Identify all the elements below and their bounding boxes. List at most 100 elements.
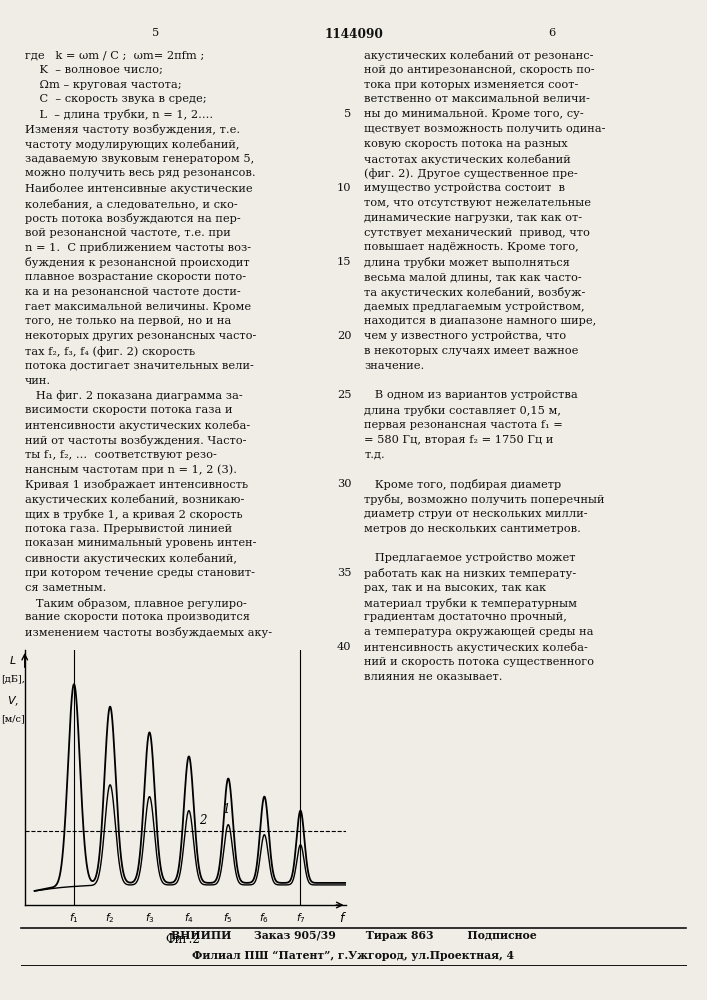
Text: влияния не оказывает.: влияния не оказывает. <box>364 672 503 682</box>
Text: 10: 10 <box>337 183 351 193</box>
Text: На фиг. 2 показана диаграмма за-: На фиг. 2 показана диаграмма за- <box>25 390 243 401</box>
Text: 40: 40 <box>337 642 351 652</box>
Text: 20: 20 <box>337 331 351 341</box>
Text: повышает надёжность. Кроме того,: повышает надёжность. Кроме того, <box>364 242 579 252</box>
Text: ществует возможность получить одина-: ществует возможность получить одина- <box>364 124 606 134</box>
Text: ны до минимальной. Кроме того, су-: ны до минимальной. Кроме того, су- <box>364 109 584 119</box>
Text: буждения к резонансной происходит: буждения к резонансной происходит <box>25 257 250 268</box>
Text: ветственно от максимальной величи-: ветственно от максимальной величи- <box>364 94 590 104</box>
Text: $V$,: $V$, <box>7 694 19 708</box>
Text: работать как на низких температу-: работать как на низких температу- <box>364 568 576 579</box>
Text: а температура окружающей среды на: а температура окружающей среды на <box>364 627 594 637</box>
Text: $f$: $f$ <box>339 911 347 925</box>
Text: интенсивности акустических колеба-: интенсивности акустических колеба- <box>25 420 250 431</box>
Text: Кривая 1 изображает интенсивность: Кривая 1 изображает интенсивность <box>25 479 248 490</box>
Text: т.д.: т.д. <box>364 450 385 460</box>
Text: Фиг.2: Фиг.2 <box>165 933 199 946</box>
Text: в некоторых случаях имеет важное: в некоторых случаях имеет важное <box>364 346 578 356</box>
Text: можно получить весь ряд резонансов.: можно получить весь ряд резонансов. <box>25 168 255 178</box>
Text: нансным частотам при n = 1, 2 (3).: нансным частотам при n = 1, 2 (3). <box>25 464 237 475</box>
Text: Кроме того, подбирая диаметр: Кроме того, подбирая диаметр <box>364 479 561 490</box>
Text: $f_1$: $f_1$ <box>69 911 78 925</box>
Text: L  – длина трубки, n = 1, 2....: L – длина трубки, n = 1, 2.... <box>25 109 213 120</box>
Text: весьма малой длины, так как часто-: весьма малой длины, так как часто- <box>364 272 582 282</box>
Text: (фиг. 2). Другое существенное пре-: (фиг. 2). Другое существенное пре- <box>364 168 578 179</box>
Text: ковую скорость потока на разных: ковую скорость потока на разных <box>364 139 568 149</box>
Text: сивности акустических колебаний,: сивности акустических колебаний, <box>25 553 237 564</box>
Text: = 580 Гц, вторая f₂ = 1750 Гц и: = 580 Гц, вторая f₂ = 1750 Гц и <box>364 435 554 445</box>
Text: n = 1.  С приближением частоты воз-: n = 1. С приближением частоты воз- <box>25 242 251 253</box>
Text: тах f₂, f₃, f₄ (фиг. 2) скорость: тах f₂, f₃, f₄ (фиг. 2) скорость <box>25 346 195 357</box>
Text: динамические нагрузки, так как от-: динамические нагрузки, так как от- <box>364 213 583 223</box>
Text: диаметр струи от нескольких милли-: диаметр струи от нескольких милли- <box>364 509 588 519</box>
Text: Изменяя частоту возбуждения, т.е.: Изменяя частоту возбуждения, т.е. <box>25 124 240 135</box>
Text: 25: 25 <box>337 390 351 400</box>
Text: В одном из вариантов устройства: В одном из вариантов устройства <box>364 390 578 400</box>
Text: значение.: значение. <box>364 361 424 371</box>
Text: длина трубки может выполняться: длина трубки может выполняться <box>364 257 570 268</box>
Text: 30: 30 <box>337 479 351 489</box>
Text: вой резонансной частоте, т.е. при: вой резонансной частоте, т.е. при <box>25 228 230 238</box>
Text: градиентам достаточно прочный,: градиентам достаточно прочный, <box>364 612 567 622</box>
Text: гает максимальной величины. Кроме: гает максимальной величины. Кроме <box>25 302 251 312</box>
Text: 1: 1 <box>222 803 229 816</box>
Text: акустических колебаний от резонанс-: акустических колебаний от резонанс- <box>364 50 594 61</box>
Text: сутствует механический  привод, что: сутствует механический привод, что <box>364 228 590 238</box>
Text: Таким образом, плавное регулиро-: Таким образом, плавное регулиро- <box>25 598 247 609</box>
Text: $f_7$: $f_7$ <box>296 911 305 925</box>
Text: 15: 15 <box>337 257 351 267</box>
Text: находится в диапазоне намного шире,: находится в диапазоне намного шире, <box>364 316 597 326</box>
Text: вание скорости потока производится: вание скорости потока производится <box>25 612 250 622</box>
Text: где   k = ωm / C ;  ωm= 2πfm ;: где k = ωm / C ; ωm= 2πfm ; <box>25 50 204 60</box>
Text: ной до антирезонансной, скорость по-: ной до антирезонансной, скорость по- <box>364 65 595 75</box>
Text: $L$: $L$ <box>9 654 17 666</box>
Text: Филиал ПШ “Патент”, г.Ужгород, ул.Проектная, 4: Филиал ПШ “Патент”, г.Ужгород, ул.Проект… <box>192 950 515 961</box>
Text: колебания, а следовательно, и ско-: колебания, а следовательно, и ско- <box>25 198 238 209</box>
Text: $f_6$: $f_6$ <box>259 911 269 925</box>
Text: C  – скорость звука в среде;: C – скорость звука в среде; <box>25 94 206 104</box>
Text: задаваемую звуковым генератором 5,: задаваемую звуковым генератором 5, <box>25 154 254 164</box>
Text: висимости скорости потока газа и: висимости скорости потока газа и <box>25 405 232 415</box>
Text: Ωm – круговая частота;: Ωm – круговая частота; <box>25 80 182 90</box>
Text: Наиболее интенсивные акустические: Наиболее интенсивные акустические <box>25 183 252 194</box>
Text: интенсивность акустических колеба-: интенсивность акустических колеба- <box>364 642 588 653</box>
Text: показан минимальный уровень интен-: показан минимальный уровень интен- <box>25 538 256 548</box>
Text: частоту модулирующих колебаний,: частоту модулирующих колебаний, <box>25 139 239 150</box>
Text: $f_5$: $f_5$ <box>223 911 233 925</box>
Text: том, что отсутствуют нежелательные: том, что отсутствуют нежелательные <box>364 198 591 208</box>
Text: того, не только на первой, но и на: того, не только на первой, но и на <box>25 316 231 326</box>
Text: изменением частоты возбуждаемых аку-: изменением частоты возбуждаемых аку- <box>25 627 272 638</box>
Text: щих в трубке 1, а кривая 2 скорость: щих в трубке 1, а кривая 2 скорость <box>25 509 243 520</box>
Text: тока при которых изменяется соот-: тока при которых изменяется соот- <box>364 80 578 90</box>
Text: потока достигает значительных вели-: потока достигает значительных вели- <box>25 361 254 371</box>
Text: метров до нескольких сантиметров.: метров до нескольких сантиметров. <box>364 524 581 534</box>
Text: плавное возрастание скорости пото-: плавное возрастание скорости пото- <box>25 272 246 282</box>
Text: ВНИИПИ      Заказ 905/39        Тираж 863         Подписное: ВНИИПИ Заказ 905/39 Тираж 863 Подписное <box>170 930 537 941</box>
Text: акустических колебаний, возникаю-: акустических колебаний, возникаю- <box>25 494 244 505</box>
Text: первая резонансная частота f₁ =: первая резонансная частота f₁ = <box>364 420 563 430</box>
Text: ний и скорость потока существенного: ний и скорость потока существенного <box>364 657 594 667</box>
Text: частотах акустических колебаний: частотах акустических колебаний <box>364 154 571 165</box>
Text: K  – волновое число;: K – волновое число; <box>25 65 163 75</box>
Text: та акустических колебаний, возбуж-: та акустических колебаний, возбуж- <box>364 287 585 298</box>
Text: 2: 2 <box>199 814 206 827</box>
Text: 1144090: 1144090 <box>324 28 383 41</box>
Text: имущество устройства состоит  в: имущество устройства состоит в <box>364 183 565 193</box>
Text: трубы, возможно получить поперечный: трубы, возможно получить поперечный <box>364 494 604 505</box>
Text: ний от частоты возбуждения. Часто-: ний от частоты возбуждения. Часто- <box>25 435 246 446</box>
Text: чин.: чин. <box>25 376 51 386</box>
Text: ты f₁, f₂, ...  соответствуют резо-: ты f₁, f₂, ... соответствуют резо- <box>25 450 216 460</box>
Text: 35: 35 <box>337 568 351 578</box>
Text: $f_3$: $f_3$ <box>145 911 154 925</box>
Text: потока газа. Прерывистой линией: потока газа. Прерывистой линией <box>25 524 232 534</box>
Text: 6: 6 <box>548 28 555 38</box>
Text: $f_4$: $f_4$ <box>184 911 194 925</box>
Text: $f_2$: $f_2$ <box>105 911 115 925</box>
Text: чем у известного устройства, что: чем у известного устройства, что <box>364 331 566 341</box>
Text: 5: 5 <box>152 28 159 38</box>
Text: даемых предлагаемым устройством,: даемых предлагаемым устройством, <box>364 302 585 312</box>
Text: ка и на резонансной частоте дости-: ка и на резонансной частоте дости- <box>25 287 240 297</box>
Text: длина трубки составляет 0,15 м,: длина трубки составляет 0,15 м, <box>364 405 561 416</box>
Text: материал трубки к температурным: материал трубки к температурным <box>364 598 577 609</box>
Text: рах, так и на высоких, так как: рах, так и на высоких, так как <box>364 583 547 593</box>
